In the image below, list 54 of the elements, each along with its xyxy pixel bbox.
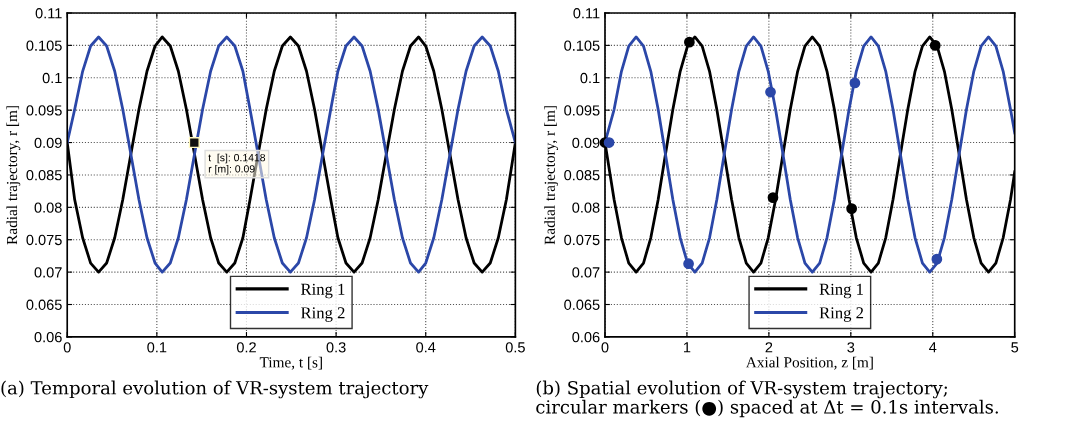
x-tick-label: 0.1 [147,342,167,353]
y-tick-label: 0.11 [35,8,62,19]
y-tick-label: 0.105 [26,40,62,51]
legend-label: Ring 2 [300,307,345,322]
y-axis-title: Radial trajectory, r [m] [6,106,21,245]
text: (b) Spatial evolution of VR-system trajectory; circular markers (●) spaced at Δt = 0.1s intervals. [536,380,998,418]
y-tick-label: 0.095 [26,105,62,116]
x-tick-label: 1 [683,342,691,353]
point [603,137,615,148]
y-tick-label: 0.07 [34,267,62,278]
x-tick-label: 5 [1011,342,1019,353]
y-tick-label: 0.085 [26,170,62,181]
y-tick-label: 0.08 [572,202,600,213]
y-tick-label: 0.095 [564,105,600,116]
y-tick-label: 0.06 [34,332,62,343]
y-tick-label: 0.09 [34,137,62,148]
x-tick-label: 3 [847,342,855,353]
x-tick-label: 0.3 [326,342,346,353]
y-axis-title: Radial trajectory, r [m] [544,106,559,245]
y-tick-label: 0.065 [26,299,62,310]
y-tick-label: 0.09 [572,137,600,148]
point [765,86,776,98]
point [684,36,695,48]
point [683,258,694,270]
point [846,203,857,214]
y-tick-label: 0.07 [572,267,600,278]
y-tick-label: 0.075 [26,234,62,246]
text: (a) Temporal evolution of VR-system trajectory [1,380,429,399]
y-tick-label: 0.08 [34,202,62,213]
x-axis-title: Time, t [s] [259,356,322,370]
point [767,192,779,203]
point [931,253,943,265]
annotation: t [s]: 0.1418 r [m]: 0.09 [208,153,266,175]
x-axis-title: Axial Position, z [m] [745,356,873,370]
legend-label: Ring 1 [819,283,863,299]
y-tick-label: 0.1 [42,72,62,84]
y-tick-label: 0.065 [564,299,600,310]
point [929,40,941,51]
y-tick-label: 0.075 [564,234,600,246]
x-tick-label: 0.4 [416,342,436,353]
x-tick-label: 0 [601,342,609,353]
x-tick-label: 0 [63,342,71,353]
point [849,77,861,89]
y-tick-label: 0.085 [564,170,600,181]
x-tick-label: 0.5 [505,342,525,353]
y-tick-label: 0.06 [572,332,600,343]
y-tick-label: 0.1 [580,72,600,84]
y-tick-label: 0.105 [564,40,600,51]
x-tick-label: 2 [765,342,773,353]
x-tick-label: 4 [929,342,937,353]
x-tick-label: 0.2 [236,342,256,353]
y-tick-label: 0.11 [573,8,600,19]
legend-label: Ring 2 [819,307,864,322]
legend-label: Ring 1 [300,283,345,299]
